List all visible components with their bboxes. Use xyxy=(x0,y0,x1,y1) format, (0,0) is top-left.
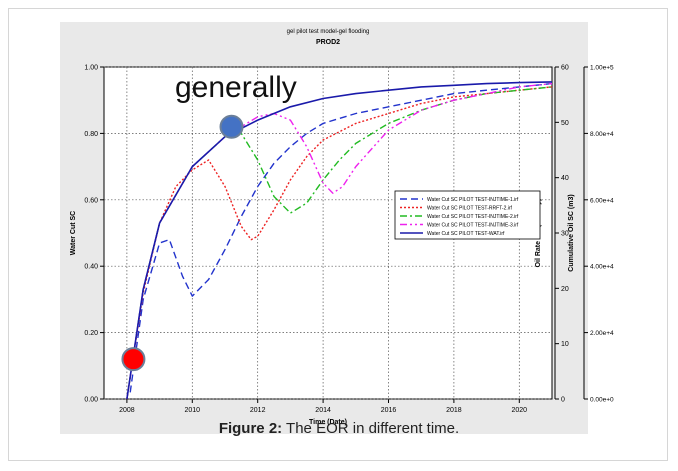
caption-text: The EOR in different time. xyxy=(282,420,460,437)
y3-tick-label: 0.00e+0 xyxy=(590,397,614,404)
y-axis-label: Water Cut SC xyxy=(70,211,77,255)
highlight-marker-2 xyxy=(219,114,244,139)
y-tick-label: 0.00 xyxy=(84,397,98,404)
y2-tick-label: 0 xyxy=(561,397,565,404)
highlight-marker-1 xyxy=(121,347,146,372)
y-tick-label: 0.40 xyxy=(84,264,98,271)
legend-label-3: Water Cut SC PILOT TEST-INJTIME-2.irf xyxy=(427,214,519,220)
y2-tick-label: 40 xyxy=(561,175,569,182)
x-tick-label: 2018 xyxy=(446,407,462,414)
x-tick-label: 2008 xyxy=(119,407,135,414)
x-tick-label: 2014 xyxy=(315,407,331,414)
y2-tick-label: 60 xyxy=(561,65,569,72)
x-tick-label: 2012 xyxy=(250,407,266,414)
x-tick-label: 2020 xyxy=(512,407,528,414)
y-tick-label: 0.60 xyxy=(84,197,98,204)
caption-label: Figure 2: xyxy=(218,420,283,437)
chart-title: gel pilot test model-gel flooding xyxy=(287,29,370,35)
x-tick-label: 2016 xyxy=(381,407,397,414)
y2-tick-label: 50 xyxy=(561,120,569,127)
series-line-5 xyxy=(126,81,553,400)
x-tick-label: 2010 xyxy=(185,407,201,414)
series-line-1 xyxy=(129,82,553,393)
y-tick-label: 0.20 xyxy=(84,330,98,337)
y2-tick-label: 30 xyxy=(561,231,569,238)
legend-label-2: Water Cut SC PILOT TEST-RRFT-2.irf xyxy=(427,206,513,212)
y-tick-label: 1.00 xyxy=(84,65,98,72)
legend-box xyxy=(394,190,541,240)
y2-tick-label: 10 xyxy=(561,341,569,348)
legend-label-5: Water Cut SC PILOT TEST-WAT.irf xyxy=(427,231,505,237)
y3-tick-label: 4.00e+4 xyxy=(590,264,614,271)
x-axis-label: Time (Date) xyxy=(309,419,347,426)
y2-tick-label: 20 xyxy=(561,286,569,293)
legend-label-1: Water Cut SC PILOT TEST-INJTIME-1.irf xyxy=(427,197,519,203)
y3-tick-label: 6.00e+4 xyxy=(590,197,614,204)
y3-axis-label: Cumulative Oil SC (m3) xyxy=(568,194,575,271)
y3-tick-label: 1.00e+5 xyxy=(590,65,614,72)
annotation-text: generally xyxy=(175,71,297,104)
y-tick-label: 0.80 xyxy=(84,131,98,138)
legend-label-4: Water Cut SC PILOT TEST-INJTIME-3.irf xyxy=(427,223,519,229)
y3-tick-label: 8.00e+4 xyxy=(590,131,614,138)
figure-caption: Figure 2: The EOR in different time. xyxy=(0,420,678,437)
y3-tick-label: 2.00e+4 xyxy=(590,330,614,337)
chart-subtitle: PROD2 xyxy=(316,39,340,46)
